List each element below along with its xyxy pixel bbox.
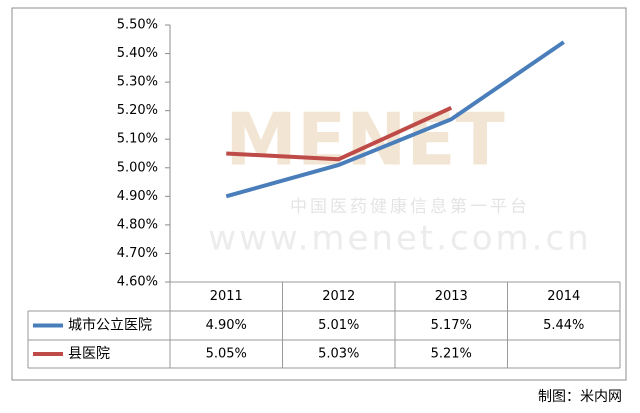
series-line bbox=[226, 105, 453, 162]
table-value: 5.05% bbox=[206, 347, 247, 362]
y-tick-label: 4.70% bbox=[117, 246, 158, 261]
table-value: 5.01% bbox=[318, 318, 359, 333]
x-tick-label: 2012 bbox=[322, 289, 355, 304]
watermark-url: www.menet.com.cn bbox=[208, 219, 591, 259]
y-tick-label: 5.50% bbox=[117, 18, 158, 33]
table-value: 5.17% bbox=[431, 318, 472, 333]
y-tick-label: 5.30% bbox=[117, 75, 158, 90]
table-value: 5.44% bbox=[543, 318, 584, 333]
y-tick-label: 4.90% bbox=[117, 189, 158, 204]
footer: 制图：米内网 bbox=[538, 389, 622, 405]
y-tick-label: 5.20% bbox=[117, 103, 158, 118]
legend-label: 县医院 bbox=[68, 346, 110, 362]
y-tick-label: 5.00% bbox=[117, 160, 158, 175]
x-tick-label: 2011 bbox=[210, 289, 243, 304]
y-tick-label: 4.80% bbox=[117, 217, 158, 232]
table-value: 5.03% bbox=[318, 347, 359, 362]
y-tick-label: 5.10% bbox=[117, 132, 158, 147]
x-tick-label: 2014 bbox=[547, 289, 580, 304]
series-line bbox=[225, 40, 565, 199]
legend-label: 城市公立医院 bbox=[68, 317, 152, 334]
watermark-brand: MENET bbox=[225, 98, 504, 182]
table-value: 4.90% bbox=[206, 318, 247, 333]
watermark-slogan: 中国医药健康信息第一平台 bbox=[290, 197, 530, 217]
y-tick-label: 5.40% bbox=[117, 46, 158, 61]
table-value: 5.21% bbox=[431, 347, 472, 362]
x-tick-label: 2013 bbox=[435, 289, 468, 304]
y-tick-label: 4.60% bbox=[117, 275, 158, 290]
